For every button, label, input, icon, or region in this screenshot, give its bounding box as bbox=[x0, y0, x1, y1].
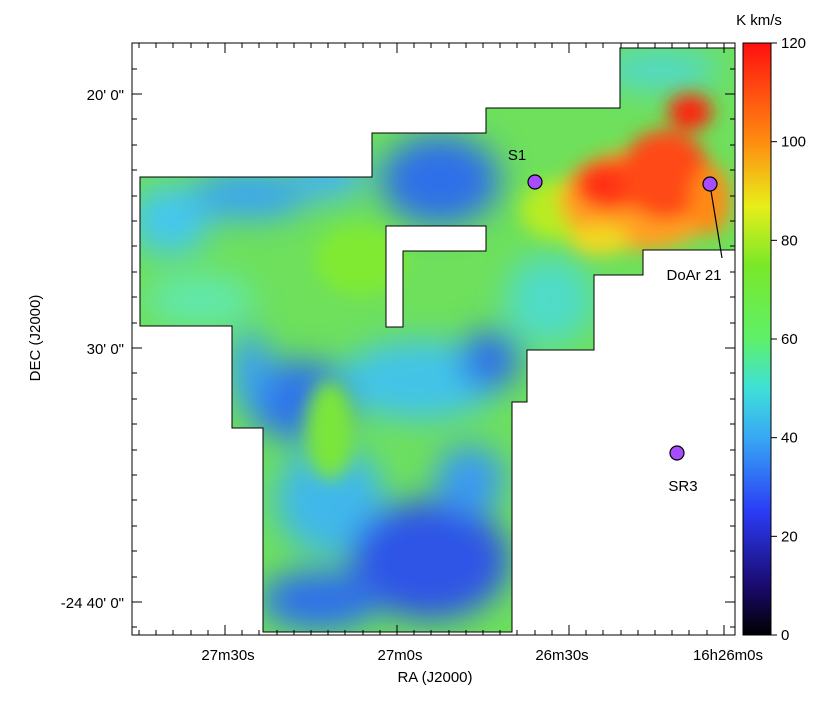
y-axis-title: DEC (J2000) bbox=[27, 295, 44, 382]
y-tick-label: 20' 0" bbox=[87, 87, 124, 104]
x-axis-ticks bbox=[138, 43, 725, 635]
colorbar-ticks: 0 20 40 60 80 100 120 bbox=[771, 35, 806, 644]
colorbar-unit: K km/s bbox=[736, 12, 782, 29]
source-marker-s1 bbox=[527, 174, 543, 190]
x-tick-label: 26m30s bbox=[535, 647, 588, 664]
source-label-sr3: SR3 bbox=[668, 478, 697, 495]
map-region-outline bbox=[139, 47, 736, 633]
source-leader-doar21 bbox=[710, 190, 723, 259]
source-marker-doar21 bbox=[702, 176, 718, 192]
colorbar-tick-label: 20 bbox=[781, 528, 798, 545]
y-axis-ticks bbox=[132, 68, 735, 628]
y-tick-label: 30' 0" bbox=[87, 341, 124, 358]
colorbar-tick-label: 60 bbox=[781, 331, 798, 348]
colorbar-tick-label: 100 bbox=[781, 134, 806, 151]
colorbar-tick-label: 40 bbox=[781, 430, 798, 447]
x-tick-label: 27m0s bbox=[377, 647, 422, 664]
colorbar bbox=[742, 42, 772, 636]
x-axis-title: RA (J2000) bbox=[397, 669, 472, 686]
source-label-s1: S1 bbox=[508, 147, 526, 164]
colorbar-tick-label: 120 bbox=[781, 35, 806, 52]
y-tick-label: -24 40' 0" bbox=[61, 595, 124, 612]
source-label-doar21: DoAr 21 bbox=[666, 267, 721, 284]
source-marker-sr3 bbox=[669, 445, 685, 461]
x-tick-label: 27m30s bbox=[201, 647, 254, 664]
colorbar-tick-label: 0 bbox=[781, 627, 789, 644]
unobserved-notch bbox=[386, 226, 486, 327]
x-tick-label: 16h26m0s bbox=[693, 647, 763, 664]
colorbar-tick-label: 80 bbox=[781, 232, 798, 249]
